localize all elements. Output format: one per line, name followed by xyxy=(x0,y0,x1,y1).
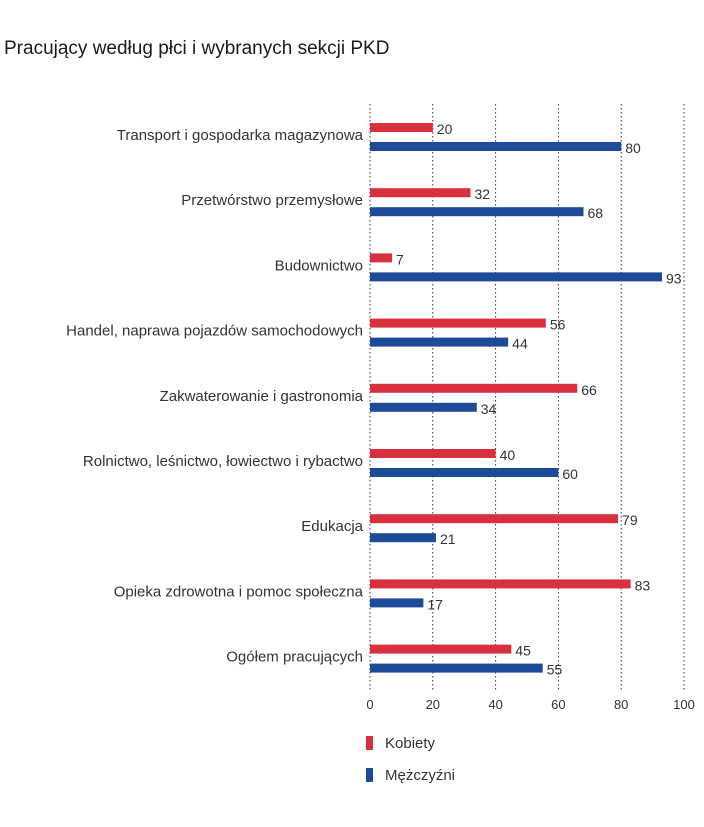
category-label: Handel, naprawa pojazdów samochodowych xyxy=(66,323,363,340)
bar-kobiety xyxy=(370,318,546,328)
category-label: Rolnictwo, leśnictwo, łowiectwo i rybact… xyxy=(83,453,363,470)
x-tick-label: 20 xyxy=(426,697,440,712)
bar-mezczyzni xyxy=(370,337,509,347)
bar-mezczyzni xyxy=(370,272,663,282)
bar-kobiety xyxy=(370,449,496,458)
bar-kobiety xyxy=(370,383,578,393)
bar-mezczyzni xyxy=(370,468,559,477)
bar-kobiety xyxy=(370,579,631,589)
bars: 20 80 32 68 7 93 56 44 66 34 40 60 79 21 83 17 45 55 xyxy=(370,121,682,678)
data-label: 40 xyxy=(500,447,516,463)
data-label: 79 xyxy=(622,512,638,528)
data-label: 93 xyxy=(666,270,682,286)
category-label: Budownictwo xyxy=(275,257,363,274)
chart-title: Pracujący według płci i wybranych sekcji… xyxy=(4,38,390,59)
legend-swatch-mezczyzni xyxy=(366,768,373,782)
data-label: 68 xyxy=(588,205,604,221)
x-axis-ticks: 0 20 40 60 80 100 xyxy=(366,697,694,712)
bar-mezczyzni xyxy=(370,598,424,608)
category-label: Zakwaterowanie i gastronomia xyxy=(160,388,364,405)
legend-item-mezczyzni: Mężczyźni xyxy=(366,765,455,785)
data-label: 17 xyxy=(427,596,443,612)
data-label: 83 xyxy=(635,577,651,593)
bar-kobiety xyxy=(370,514,619,524)
data-label: 55 xyxy=(547,662,563,678)
bar-kobiety xyxy=(370,123,433,132)
data-label: 21 xyxy=(440,531,456,547)
category-label: Opieka zdrowotna i pomoc społeczna xyxy=(114,583,364,600)
legend: Kobiety Mężczyźni xyxy=(366,733,455,797)
bar-kobiety xyxy=(370,253,392,263)
category-label: Edukacja xyxy=(301,518,363,535)
data-label: 66 xyxy=(581,382,597,398)
data-label: 56 xyxy=(550,317,566,333)
x-tick-label: 40 xyxy=(488,697,502,712)
legend-item-kobiety: Kobiety xyxy=(366,733,455,753)
bar-kobiety xyxy=(370,188,471,198)
data-label: 60 xyxy=(562,466,578,482)
data-label: 45 xyxy=(515,643,531,659)
category-labels: Transport i gospodarka magazynowa Przetwó… xyxy=(66,127,363,666)
bar-mezczyzni xyxy=(370,142,622,151)
legend-label-mezczyzni: Mężczyźni xyxy=(385,766,456,784)
data-label: 32 xyxy=(474,186,490,202)
x-tick-label: 100 xyxy=(673,697,695,712)
bar-mezczyzni xyxy=(370,207,584,217)
bar-mezczyzni xyxy=(370,533,436,543)
data-label: 34 xyxy=(481,401,497,417)
legend-swatch-kobiety xyxy=(366,736,373,750)
category-label: Przetwórstwo przemysłowe xyxy=(181,192,363,209)
x-tick-label: 60 xyxy=(551,697,565,712)
data-label: 20 xyxy=(437,121,453,137)
data-label: 7 xyxy=(396,251,404,267)
legend-label-kobiety: Kobiety xyxy=(385,734,436,752)
x-tick-label: 0 xyxy=(366,697,373,712)
gridlines xyxy=(369,104,685,690)
category-label: Transport i gospodarka magazynowa xyxy=(117,127,364,144)
bar-mezczyzni xyxy=(370,663,543,673)
data-label: 80 xyxy=(625,140,641,156)
category-label: Ogółem pracujących xyxy=(226,649,363,666)
x-tick-label: 80 xyxy=(614,697,628,712)
data-label: 44 xyxy=(512,336,528,352)
bar-kobiety xyxy=(370,644,512,654)
bar-mezczyzni xyxy=(370,402,477,412)
